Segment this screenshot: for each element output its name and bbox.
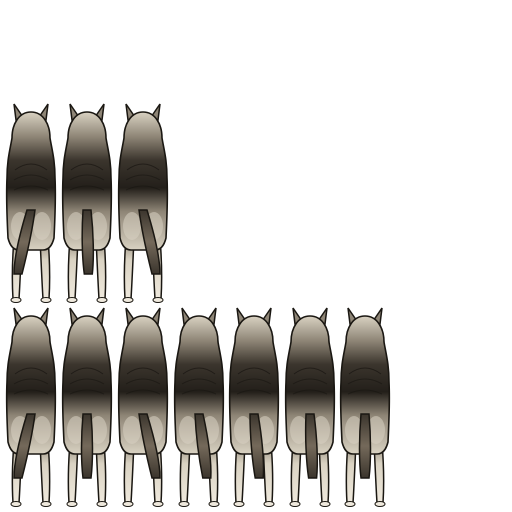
wolf-sprite-row2-frame1 bbox=[3, 302, 59, 512]
wolf-sprite-row2-frame3 bbox=[115, 302, 171, 512]
wolf-sprite-row2-frame6 bbox=[282, 302, 338, 512]
wolf-sprite-row1-frame1 bbox=[3, 98, 59, 308]
wolf-sprite-row2-frame5 bbox=[226, 302, 282, 512]
wolf-sprite-row2-frame7 bbox=[337, 302, 393, 512]
wolf-sprite-row2-frame4 bbox=[171, 302, 227, 512]
wolf-sprite-row2-frame2 bbox=[59, 302, 115, 512]
wolf-sprite-row1-frame3 bbox=[115, 98, 171, 308]
wolf-sprite-row1-frame2 bbox=[59, 98, 115, 308]
